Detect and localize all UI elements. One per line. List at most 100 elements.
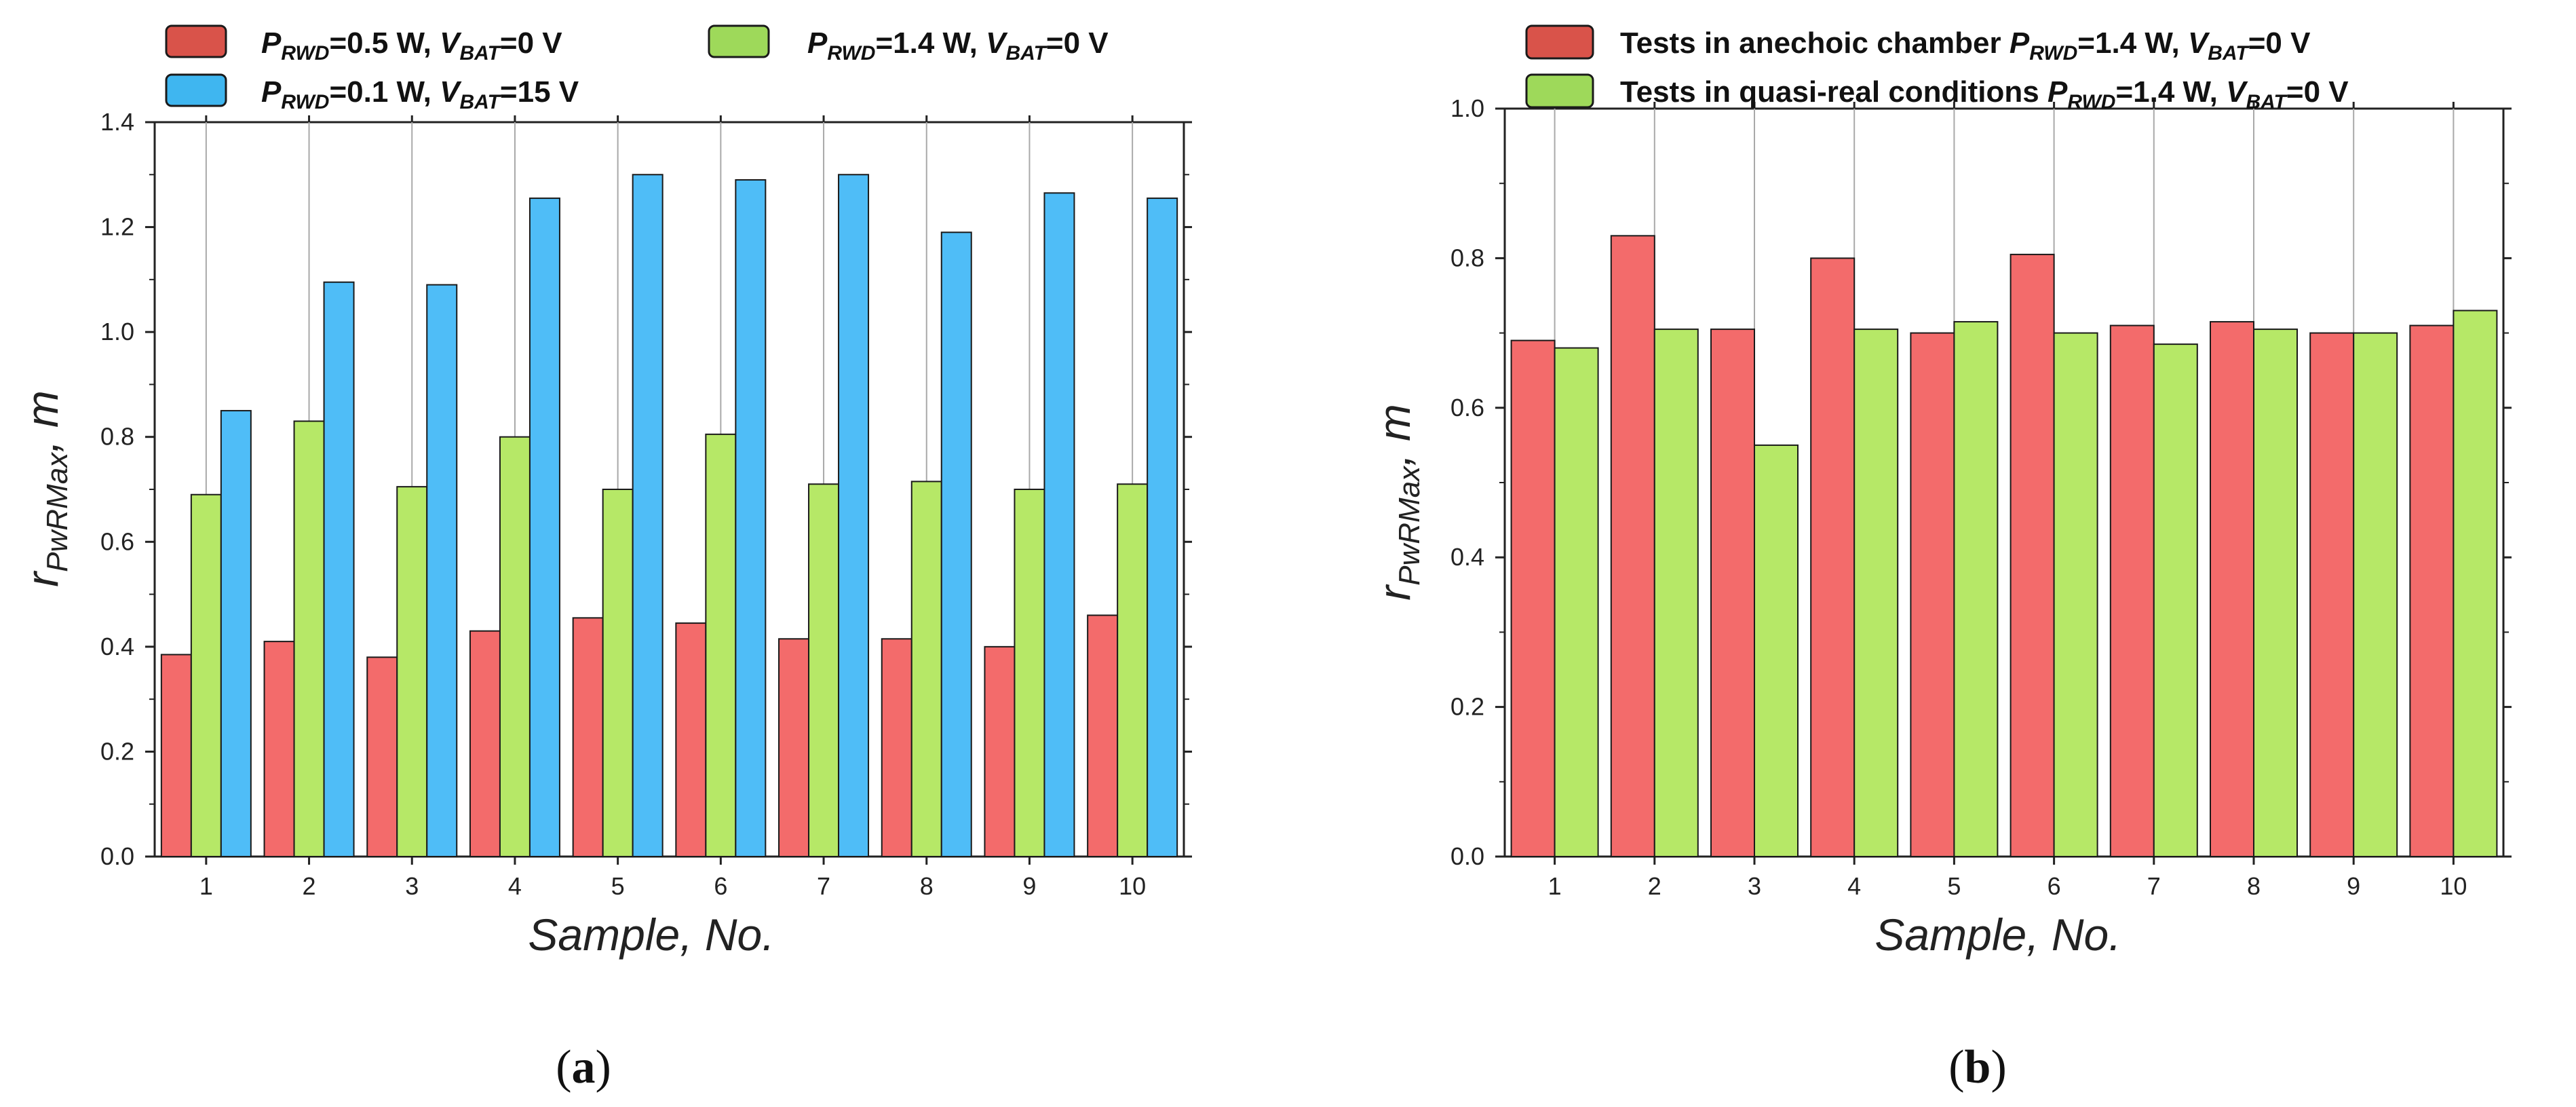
bar-series-2-sample-4 [1853, 329, 1899, 857]
x-tick-label: 5 [611, 872, 625, 900]
y-tick-label: 0.4 [1450, 543, 1484, 571]
x-tick-label: 3 [405, 872, 419, 900]
bar-series-2-sample-1 [1554, 347, 1599, 857]
bar-series-1-sample-8 [881, 638, 912, 857]
bar-series-3-sample-9 [1043, 192, 1075, 858]
y-tick-label: 0.2 [100, 737, 134, 765]
bar-series-2-sample-5 [1953, 321, 1999, 857]
y-tick-label: 0.6 [100, 527, 134, 555]
bar-series-1-sample-3 [1710, 329, 1755, 857]
bar-series-1-sample-5 [572, 617, 604, 857]
bar-series-1-sample-1 [160, 654, 192, 857]
legend-label: Tests in anechoic chamber PRWD=1.4 W, VB… [1620, 26, 2311, 64]
bar-series-3-sample-1 [220, 410, 252, 857]
y-tick-label: 0.8 [1450, 244, 1484, 271]
x-tick-label: 6 [2048, 872, 2061, 900]
bar-series-1-sample-4 [1810, 257, 1856, 857]
bar-series-1-sample-9 [984, 645, 1016, 857]
x-tick-label: 2 [303, 872, 316, 900]
legend-label: PRWD=0.1 W, VBAT=15 V [261, 75, 579, 113]
x-tick-label: 10 [2440, 872, 2467, 900]
y-tick-label: 0.6 [1450, 394, 1484, 421]
x-tick-label: 7 [817, 872, 830, 900]
x-axis-title: Sample, No. [1875, 909, 2121, 960]
bar-series-3-sample-8 [940, 231, 972, 857]
x-tick-label: 6 [714, 872, 727, 900]
bar-series-2-sample-9 [1014, 489, 1045, 857]
bar-series-2-sample-8 [2253, 329, 2298, 857]
x-tick-label: 1 [199, 872, 213, 900]
bar-series-1-sample-8 [2210, 321, 2254, 857]
bar-series-2-sample-2 [293, 420, 325, 857]
bar-series-1-sample-6 [2010, 253, 2055, 857]
bar-series-1-sample-6 [675, 622, 707, 857]
y-tick-label: 1.0 [100, 318, 134, 345]
legend-swatch [1525, 73, 1594, 109]
bar-series-1-sample-2 [1610, 235, 1655, 857]
y-axis-title: rPwRMax, m [1369, 404, 1426, 601]
y-tick-label: 1.2 [100, 213, 134, 241]
x-tick-label: 8 [920, 872, 934, 900]
legend-label: Tests in quasi-real conditions PRWD=1.4 … [1620, 75, 2349, 113]
bar-series-1-sample-2 [263, 641, 295, 858]
bar-series-1-sample-3 [366, 656, 398, 857]
bar-series-2-sample-8 [910, 481, 942, 857]
chart-panel-a: 0.0 0.2 0.4 0.6 0.8 1.0 1.2 1.4 1 2 3 4 5 6 7 8 9 10 PRWD=… [17, 24, 1192, 1093]
y-tick-label: 1.0 [1450, 94, 1484, 122]
bar-series-1-sample-5 [1910, 332, 1955, 858]
legend-swatch [708, 24, 770, 58]
x-tick-label: 3 [1748, 872, 1761, 900]
bar-series-3-sample-10 [1147, 198, 1178, 858]
x-tick-label: 2 [1648, 872, 1661, 900]
bar-series-1-sample-9 [2309, 332, 2355, 858]
x-tick-label: 8 [2247, 872, 2261, 900]
bar-series-2-sample-7 [808, 483, 840, 857]
y-tick-label: 0.2 [1450, 693, 1484, 721]
legend-label: PRWD=0.5 W, VBAT=0 V [261, 26, 562, 64]
x-tick-label: 4 [508, 872, 522, 900]
bar-series-3-sample-5 [632, 174, 664, 857]
bar-series-2-sample-3 [1754, 444, 1799, 857]
x-tick-label: 7 [2147, 872, 2161, 900]
legend-label: PRWD=1.4 W, VBAT=0 V [807, 26, 1109, 64]
bar-series-1-sample-10 [1087, 614, 1119, 857]
x-tick-label: 9 [2347, 872, 2360, 900]
legend-swatch [165, 24, 227, 58]
bar-series-1-sample-7 [778, 638, 810, 857]
bar-series-3-sample-2 [323, 281, 355, 857]
x-tick-label: 1 [1548, 872, 1562, 900]
x-tick-label: 4 [1847, 872, 1861, 900]
chart-panel-b: 0.0 0.2 0.4 0.6 0.8 1.0 1 2 3 4 5 6 7 8 9 10 Tests in an… [1369, 24, 2512, 1093]
bar-series-1-sample-7 [2109, 324, 2155, 857]
panel-label: (a) [556, 1041, 611, 1093]
bar-series-3-sample-7 [838, 174, 870, 857]
legend-swatch [1525, 24, 1594, 60]
bar-series-1-sample-10 [2409, 324, 2455, 857]
y-axis-title: rPwRMax, m [17, 390, 74, 587]
bar-series-1-sample-1 [1510, 339, 1556, 857]
bar-series-3-sample-3 [426, 284, 458, 858]
bar-series-2-sample-6 [2053, 332, 2098, 858]
bar-series-2-sample-7 [2153, 343, 2198, 857]
bar-series-2-sample-10 [1117, 483, 1149, 857]
x-tick-label: 9 [1022, 872, 1036, 900]
bar-series-2-sample-10 [2453, 309, 2498, 858]
bar-series-3-sample-4 [528, 198, 560, 858]
bar-series-2-sample-4 [499, 436, 531, 857]
bar-series-2-sample-5 [602, 489, 634, 857]
bar-series-2-sample-1 [190, 493, 222, 857]
legend-swatch [165, 73, 227, 107]
y-tick-label: 0.4 [100, 633, 134, 660]
bar-series-2-sample-6 [705, 433, 737, 857]
bar-series-2-sample-9 [2353, 332, 2398, 858]
bar-series-2-sample-2 [1653, 329, 1699, 857]
y-tick-label: 0.0 [100, 842, 134, 870]
bar-series-3-sample-6 [735, 179, 767, 857]
y-tick-label: 1.4 [100, 108, 134, 136]
bar-series-1-sample-4 [469, 630, 501, 858]
x-tick-label: 10 [1119, 872, 1146, 900]
x-tick-label: 5 [1947, 872, 1961, 900]
y-tick-label: 0.0 [1450, 842, 1484, 870]
y-tick-label: 0.8 [100, 423, 134, 451]
